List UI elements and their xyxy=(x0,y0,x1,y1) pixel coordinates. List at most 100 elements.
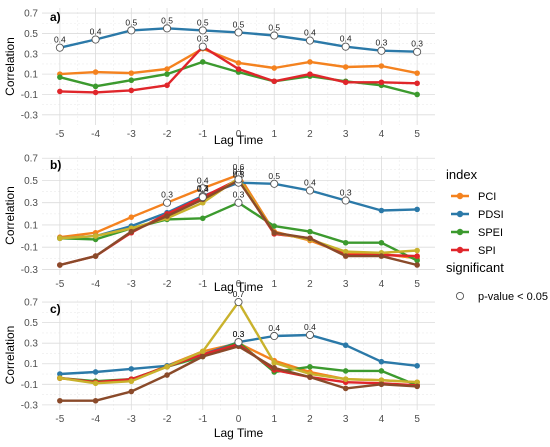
data-label: 0.3 xyxy=(411,39,423,49)
x-tick-label: -1 xyxy=(198,414,207,425)
y-axis-title: Correlation xyxy=(3,186,17,245)
data-label: 0.5 xyxy=(233,170,245,180)
significance-marker xyxy=(91,35,100,44)
data-point-s5 xyxy=(128,378,135,385)
data-point-spei xyxy=(307,364,313,370)
y-tick-label: 0.5 xyxy=(24,176,38,187)
data-point-pci xyxy=(271,65,278,71)
data-point-s5 xyxy=(57,375,63,381)
data-point-s5 xyxy=(92,380,99,387)
data-point-pdsi xyxy=(414,362,420,369)
data-point-spi xyxy=(271,78,278,85)
x-tick-label: 5 xyxy=(414,129,420,140)
data-point-spei xyxy=(128,77,135,84)
legend-item-label: PDSI xyxy=(478,209,504,221)
significance-marker xyxy=(305,186,315,195)
data-point-s5 xyxy=(57,235,63,242)
data-point-pdsi xyxy=(378,207,385,214)
significance-marker xyxy=(234,338,243,347)
x-tick-label: 2 xyxy=(307,414,313,425)
x-tick-label: -5 xyxy=(55,129,64,140)
panel-label: a) xyxy=(50,10,61,24)
data-point-s6 xyxy=(57,262,63,268)
significance-legend-label: p-value < 0.05 xyxy=(478,291,548,303)
y-tick-label: 0.7 xyxy=(24,298,38,309)
y-tick-label: 0.1 xyxy=(24,220,38,231)
significance-marker xyxy=(234,28,243,37)
data-point-spei xyxy=(199,215,206,222)
data-point-s6 xyxy=(57,397,63,404)
legend-swatch-dot xyxy=(456,192,464,200)
y-tick-label: 0.1 xyxy=(24,70,38,81)
data-label: 0.5 xyxy=(197,17,209,27)
data-label: 0.6 xyxy=(233,162,245,172)
data-label: 0.5 xyxy=(233,166,245,176)
data-point-s6 xyxy=(164,213,170,219)
data-point-s6 xyxy=(414,383,420,390)
x-tick-label: -4 xyxy=(91,414,100,425)
data-point-pci xyxy=(128,70,135,76)
panel-label: c) xyxy=(50,302,61,316)
data-point-spi xyxy=(92,89,99,96)
significance-marker xyxy=(55,43,64,52)
x-tick-label: -5 xyxy=(55,279,64,290)
x-tick-label: -3 xyxy=(127,279,136,290)
y-axis-title: Correlation xyxy=(3,326,17,385)
data-point-s6 xyxy=(271,365,278,371)
data-point-pci xyxy=(307,59,313,65)
significance-marker xyxy=(234,298,243,307)
legend-item-label: SPI xyxy=(478,245,496,257)
data-point-spei xyxy=(57,74,63,80)
data-point-pci xyxy=(92,69,99,75)
legend-swatch-dot xyxy=(456,246,464,254)
data-point-spei xyxy=(307,228,313,235)
data-point-spei xyxy=(378,239,385,246)
x-tick-label: -1 xyxy=(198,129,207,140)
significance-legend-title: significant xyxy=(446,260,504,275)
significance-marker xyxy=(341,196,350,205)
data-point-s5 xyxy=(378,377,385,383)
x-axis-title: Lag Time xyxy=(214,426,264,440)
data-point-s5 xyxy=(92,233,99,239)
x-tick-label: 4 xyxy=(379,129,385,140)
data-point-s6 xyxy=(307,374,313,380)
data-point-spi xyxy=(164,82,170,89)
data-point-spi xyxy=(414,253,420,259)
data-point-spei xyxy=(378,368,385,374)
data-label: 0.4 xyxy=(304,28,316,38)
y-tick-label: -0.3 xyxy=(21,110,39,121)
x-tick-label: -2 xyxy=(163,129,172,140)
data-label: 0.3 xyxy=(233,329,245,339)
data-point-spi xyxy=(235,66,242,72)
data-point-s5 xyxy=(199,348,206,355)
x-tick-label: 0 xyxy=(236,129,242,140)
x-tick-label: -3 xyxy=(127,414,136,425)
data-point-s6 xyxy=(342,385,349,392)
significance-legend-marker xyxy=(455,291,465,301)
data-point-pdsi xyxy=(57,371,63,377)
data-point-spei xyxy=(414,91,420,98)
data-label: 0.4 xyxy=(90,27,102,37)
data-label: 0.4 xyxy=(340,34,352,44)
y-tick-label: 0.7 xyxy=(24,9,38,20)
data-point-s6 xyxy=(378,381,385,388)
y-tick-label: 0.3 xyxy=(24,49,38,60)
panel-1: -0.3 -0.1 0.1 0.3 0.5 0.7 -5 -4 -3 -2 -1 0 1 2 3 4 5 Corr… xyxy=(3,8,435,147)
significance-marker xyxy=(198,42,207,51)
y-tick-label: -0.3 xyxy=(21,265,39,276)
data-point-s6 xyxy=(307,235,313,242)
data-point-spei xyxy=(199,59,206,65)
data-label: 0.3 xyxy=(161,190,173,200)
data-label: 0.3 xyxy=(340,187,352,197)
significance-marker xyxy=(270,179,279,188)
data-point-pci xyxy=(378,63,385,69)
legend-item-label: SPEI xyxy=(478,227,503,239)
data-point-pci xyxy=(414,70,420,76)
significance-marker xyxy=(234,198,243,207)
significance-marker xyxy=(198,193,207,202)
y-tick-label: 0.7 xyxy=(24,154,38,165)
data-point-spei xyxy=(342,239,349,246)
y-tick-label: -0.1 xyxy=(21,380,39,391)
x-tick-label: 1 xyxy=(271,414,277,425)
